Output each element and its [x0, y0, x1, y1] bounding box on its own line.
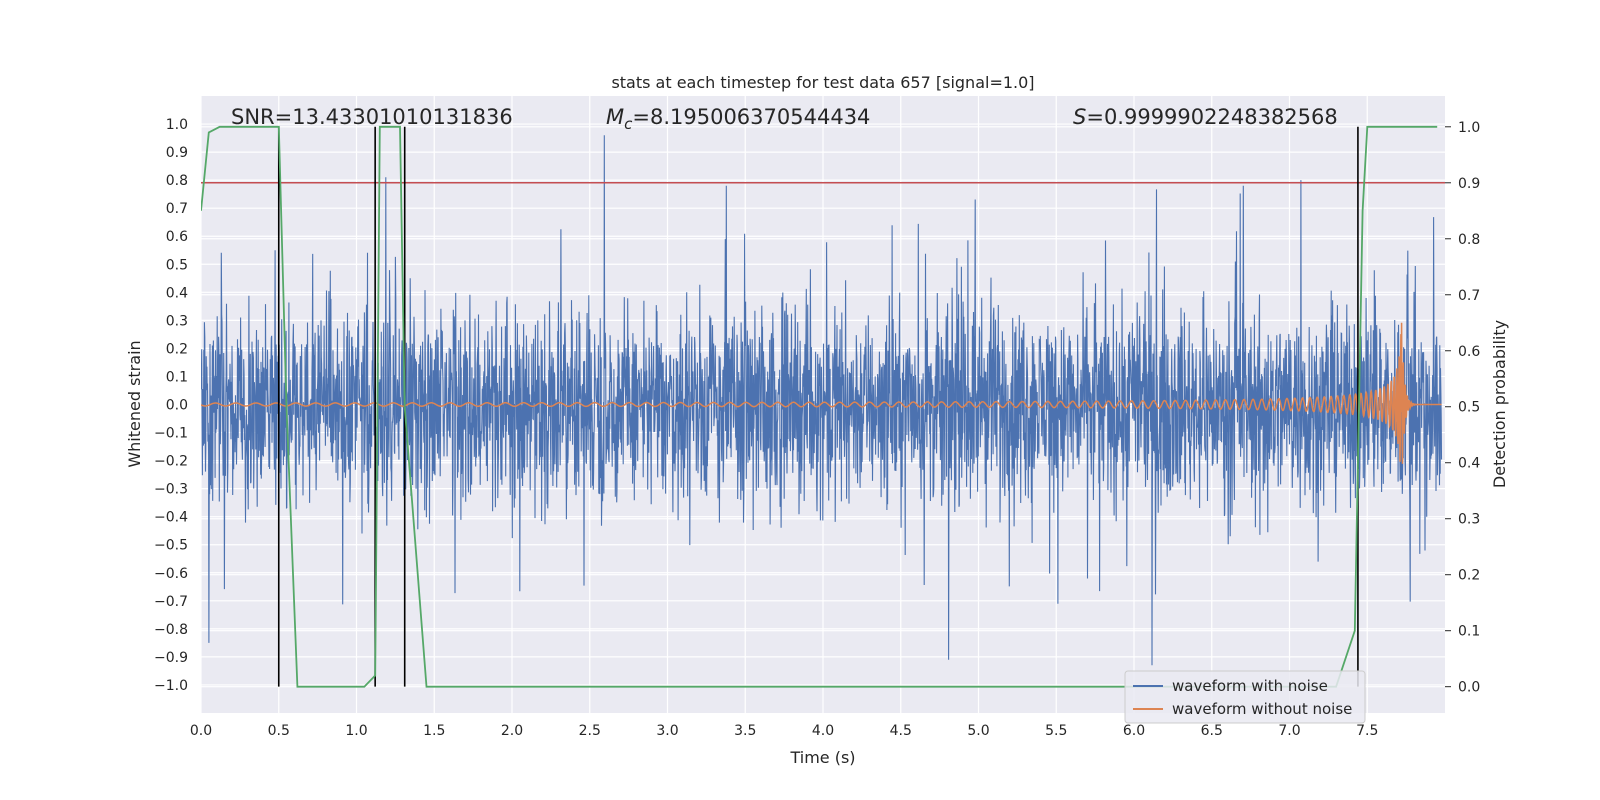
chirp-mass-subscript: c [624, 115, 633, 133]
chart-title: stats at each timestep for test data 657… [611, 73, 1034, 92]
y-tick-label: −0.6 [154, 566, 188, 582]
legend-box [1124, 670, 1366, 724]
y-tick-label: 0.5 [166, 257, 188, 273]
x-tick-label: 2.0 [501, 723, 523, 739]
y2-tick-label: 0.6 [1458, 344, 1480, 360]
y-tick-label: −0.9 [154, 650, 188, 666]
x-tick-label: 1.0 [345, 723, 367, 739]
y-tick-label: −0.7 [154, 594, 188, 610]
detection-probability-series [201, 125, 1438, 688]
x-tick-label: 4.0 [812, 723, 834, 739]
s-symbol: S [1073, 105, 1086, 129]
y2-axis-label: Detection probability [1490, 320, 1509, 488]
x-tick-label: 0.0 [190, 723, 212, 739]
x-tick-label: 6.5 [1201, 723, 1223, 739]
y-tick-label: 1.0 [166, 117, 188, 133]
y2-tick-label: 0.5 [1458, 400, 1480, 416]
x-ticks: 0.0 0.5 1.0 1.5 2.0 2.5 3.0 3.5 4.0 4.5 5.0 5.5 6.0 6… [190, 723, 1379, 739]
y-tick-label: −0.4 [154, 510, 188, 526]
y-ticks: −1.0 −0.9 −0.8 −0.7 −0.6 −0.5 −0.4 −0.3 −0.2 −0.1… [154, 117, 188, 694]
y2-tick-label: 1.0 [1458, 120, 1480, 136]
chirp-mass-annotation: Mc=8.195006370544434 [606, 105, 870, 133]
x-tick-label: 6.0 [1123, 723, 1145, 739]
y-tick-label: −0.1 [154, 426, 188, 442]
s-annotation: S=0.9999902248382568 [1073, 105, 1338, 129]
x-tick-label: 5.0 [967, 723, 989, 739]
y-tick-label: −0.2 [154, 454, 188, 470]
y-tick-label: −1.0 [154, 678, 188, 694]
x-tick-label: 3.0 [656, 723, 678, 739]
x-tick-label: 0.5 [268, 723, 290, 739]
y2-tick-label: 0.0 [1458, 680, 1480, 696]
y-tick-label: 0.4 [166, 285, 188, 301]
x-tick-label: 4.5 [890, 723, 912, 739]
chirp-waveform-series [201, 322, 1442, 464]
y-tick-label: 0.0 [166, 398, 188, 414]
plot-content [201, 125, 1445, 688]
y-tick-label: 0.3 [166, 313, 188, 329]
y-axis-label: Whitened strain [125, 340, 144, 467]
y2-tick-label: 0.4 [1458, 456, 1480, 472]
x-axis-label: Time (s) [789, 748, 855, 767]
y2-tick-label: 0.7 [1458, 288, 1480, 304]
y2-tick-label: 0.2 [1458, 568, 1480, 584]
y2-tick-label: 0.1 [1458, 624, 1480, 640]
legend: waveform with noise waveform without noi… [1124, 670, 1366, 724]
y-tick-label: 0.7 [166, 201, 188, 217]
snr-annotation: SNR=13.43301010131836 [231, 105, 513, 129]
x-tick-label: 7.5 [1356, 723, 1378, 739]
y-tick-label: 0.1 [166, 369, 188, 385]
x-tick-label: 1.5 [423, 723, 445, 739]
chirp-mass-symbol: M [606, 105, 624, 129]
x-tick-label: 5.5 [1045, 723, 1067, 739]
x-tick-label: 3.5 [734, 723, 756, 739]
y-tick-label: 0.8 [166, 173, 188, 189]
y-tick-label: 0.9 [166, 145, 188, 161]
y2-tick-label: 0.8 [1458, 232, 1480, 248]
chirp-mass-value: =8.195006370544434 [632, 105, 870, 129]
legend-noisy-label: waveform with noise [1172, 677, 1328, 695]
y-tick-label: −0.8 [154, 622, 188, 638]
y-tick-label: −0.5 [154, 538, 188, 554]
y2-ticks: 0.0 0.1 0.2 0.3 0.4 0.5 0.6 0.7 0.8 0.9 1.0 [1445, 120, 1480, 696]
x-tick-label: 2.5 [579, 723, 601, 739]
y2-tick-label: 0.9 [1458, 176, 1480, 192]
y-tick-label: −0.3 [154, 482, 188, 498]
s-value: =0.9999902248382568 [1086, 105, 1337, 129]
y2-tick-label: 0.3 [1458, 512, 1480, 528]
y-tick-label: 0.2 [166, 341, 188, 357]
legend-chirp-label: waveform without noise [1172, 700, 1352, 718]
y-tick-label: 0.6 [166, 229, 188, 245]
x-tick-label: 7.0 [1278, 723, 1300, 739]
